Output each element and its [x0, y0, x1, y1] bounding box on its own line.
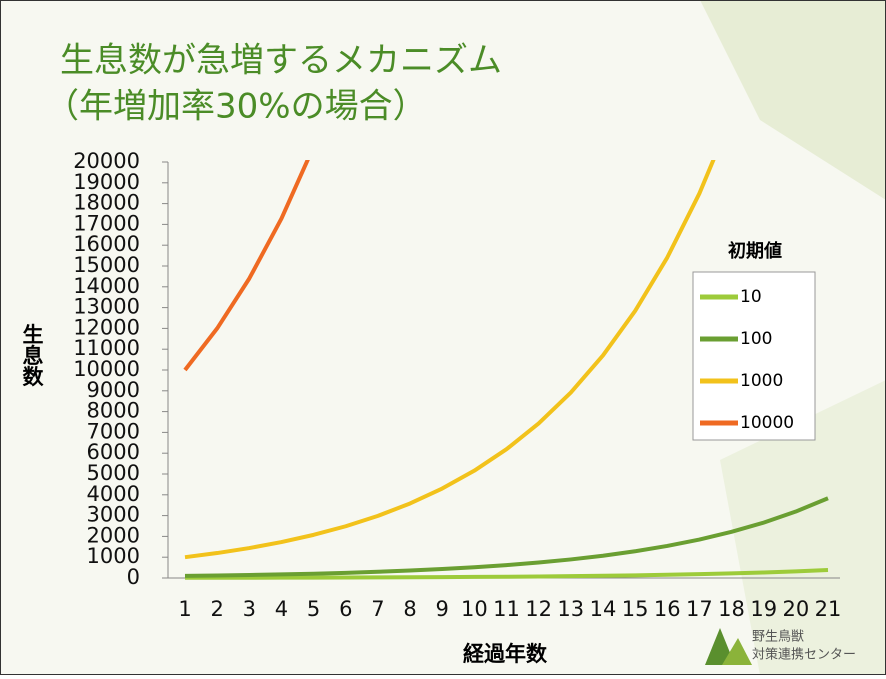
x-tick-label: 17 — [686, 597, 713, 621]
x-tick-label: 6 — [339, 597, 352, 621]
x-tick-label: 9 — [436, 597, 449, 621]
y-tick-label: 13000 — [73, 295, 140, 319]
y-tick-label: 18000 — [73, 191, 140, 215]
x-tick-label: 19 — [750, 597, 777, 621]
y-tick-label: 10000 — [73, 357, 140, 381]
x-tick-label: 2 — [210, 597, 223, 621]
series-line — [184, 568, 829, 580]
y-tick-label: 1000 — [87, 544, 140, 568]
x-tick-label: 4 — [275, 597, 288, 621]
x-tick-label: 15 — [622, 597, 649, 621]
legend-label: 10 — [740, 287, 762, 307]
series-line — [183, 160, 310, 372]
x-tick-label: 11 — [493, 597, 520, 621]
x-axis-label: 経過年数 — [463, 642, 548, 666]
y-tick-label: 14000 — [73, 274, 140, 298]
x-tick-label: 13 — [557, 597, 584, 621]
subtitle: （年増加率30%の場合） — [45, 87, 427, 127]
y-tick-label: 12000 — [73, 315, 140, 339]
y-tick-label: 9000 — [87, 378, 140, 402]
plot-area — [183, 160, 829, 580]
x-tick-label: 21 — [815, 597, 842, 621]
y-tick-label: 2000 — [87, 523, 140, 547]
y-tick-label: 3000 — [87, 503, 140, 527]
legend-label: 100 — [740, 329, 772, 349]
legend-title: 初期値 — [728, 240, 782, 262]
x-tick-label: 16 — [654, 597, 681, 621]
x-tick-label: 8 — [403, 597, 416, 621]
x-tick-label: 1 — [178, 597, 191, 621]
y-tick-label: 16000 — [73, 232, 140, 256]
x-tick-label: 5 — [307, 597, 320, 621]
legend-box — [692, 271, 816, 441]
y-tick-label: 17000 — [73, 211, 140, 235]
y-axis-label: 生息数 — [20, 323, 44, 388]
y-tick-label: 4000 — [87, 482, 140, 506]
x-tick-label: 3 — [243, 597, 256, 621]
y-tick-label: 11000 — [73, 336, 140, 360]
legend-label: 1000 — [740, 371, 783, 391]
y-tick-label: 19000 — [73, 170, 140, 194]
logo-text: 野生鳥獣 — [752, 630, 804, 645]
title: 生息数が急増するメカニズム — [60, 41, 502, 81]
x-tick-label: 20 — [782, 597, 809, 621]
y-tick-label: 7000 — [87, 419, 140, 443]
decor — [700, 0, 886, 200]
x-tick-label: 12 — [525, 597, 552, 621]
logo-text: 対策連携センター — [752, 647, 856, 663]
y-tick-label: 6000 — [87, 440, 140, 464]
x-tick-label: 7 — [371, 597, 384, 621]
x-tick-label: 14 — [590, 597, 617, 621]
logo-mark — [722, 638, 752, 665]
x-tick-label: 18 — [718, 597, 745, 621]
y-tick-label: 0 — [127, 565, 140, 589]
legend-label: 10000 — [740, 413, 794, 433]
y-tick-label: 15000 — [73, 253, 140, 277]
x-tick-label: 10 — [461, 597, 488, 621]
y-tick-label: 8000 — [87, 399, 140, 423]
series-line — [184, 496, 829, 578]
y-tick-label: 20000 — [73, 149, 140, 173]
series-line — [184, 160, 716, 560]
y-tick-label: 5000 — [87, 461, 140, 485]
decor — [720, 380, 886, 675]
